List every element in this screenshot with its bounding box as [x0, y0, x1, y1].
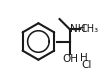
Text: H: H [80, 53, 88, 63]
Text: Cl: Cl [82, 60, 92, 70]
Text: OH: OH [62, 54, 78, 64]
Text: CH₃: CH₃ [81, 24, 99, 34]
Text: NH: NH [70, 24, 86, 34]
